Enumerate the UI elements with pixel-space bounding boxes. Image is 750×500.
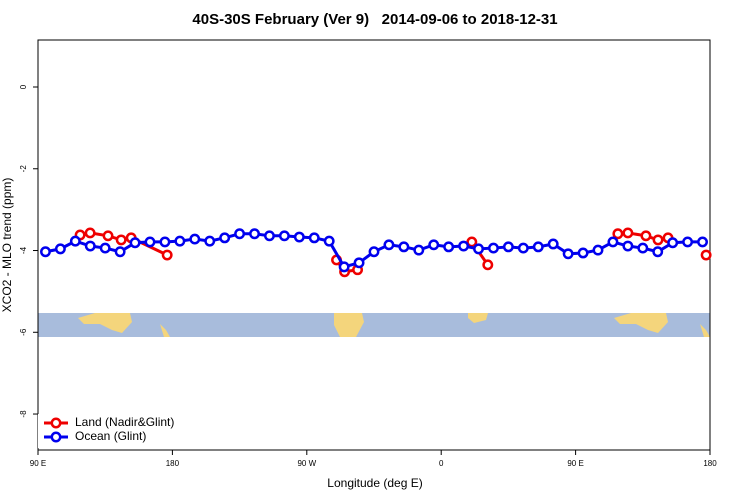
plot-frame (37, 39, 711, 451)
point (54, 243, 66, 255)
point (607, 236, 619, 248)
point (652, 234, 664, 246)
point (264, 230, 275, 242)
point (144, 236, 156, 248)
chart-title: 40S-30S February (Ver 9) 2014-09-06 to 2… (192, 11, 557, 28)
point (398, 241, 410, 253)
point (700, 249, 712, 261)
x-tick-label: 180 (703, 459, 717, 468)
point (40, 246, 51, 258)
point (129, 237, 141, 249)
point (84, 227, 96, 239)
point (189, 233, 201, 245)
point (308, 232, 320, 244)
point (592, 244, 604, 256)
point (482, 259, 494, 271)
point (697, 236, 708, 248)
point (562, 248, 574, 260)
y-tick-label: -6 (19, 328, 28, 336)
point (368, 246, 380, 258)
legend-label: Land (Nadir&Glint) (75, 415, 174, 429)
point (114, 246, 126, 258)
y-tick-label: -4 (19, 246, 28, 254)
point (413, 244, 425, 256)
x-tick-label: 90 E (30, 459, 46, 468)
point (383, 239, 395, 251)
point (502, 241, 514, 253)
point (234, 228, 246, 240)
point (652, 246, 664, 258)
point (353, 257, 365, 269)
point (204, 235, 216, 247)
point (443, 241, 455, 253)
point (547, 238, 559, 250)
point (249, 228, 260, 240)
y-tick-label: 0 (19, 84, 28, 89)
legend-label: Ocean (Glint) (75, 429, 146, 443)
point (532, 241, 544, 253)
y-axis-title: XCO2 - MLO trend (ppm) (0, 178, 14, 313)
point (637, 242, 649, 254)
point (99, 242, 111, 254)
point (667, 237, 679, 249)
point (69, 235, 81, 247)
point (338, 261, 350, 273)
point (84, 240, 96, 252)
x-tick-label: 0 (439, 459, 444, 468)
point (159, 236, 171, 248)
legend-box (38, 414, 183, 448)
point (612, 228, 624, 240)
point (458, 240, 470, 252)
legend-marker (50, 417, 62, 429)
x-tick-label: 90 E (567, 459, 583, 468)
point (622, 227, 634, 239)
point (293, 231, 305, 243)
map-strip (38, 313, 710, 337)
point (577, 247, 589, 259)
point (622, 240, 634, 252)
point (428, 239, 440, 251)
point (517, 242, 529, 254)
x-axis-title: Longitude (deg E) (327, 476, 422, 490)
x-tick-label: 180 (166, 459, 180, 468)
point (161, 249, 173, 261)
y-tick-label: -8 (19, 410, 28, 418)
point (115, 234, 127, 246)
x-tick-label: 90 W (297, 459, 316, 468)
legend-marker (50, 431, 62, 443)
point (488, 242, 499, 254)
point (278, 230, 290, 242)
point (682, 236, 694, 248)
point (473, 243, 484, 255)
point (102, 230, 114, 242)
point (640, 230, 652, 242)
y-tick-label: -2 (19, 165, 28, 173)
point (174, 235, 186, 247)
point (323, 235, 335, 247)
point (219, 232, 231, 244)
